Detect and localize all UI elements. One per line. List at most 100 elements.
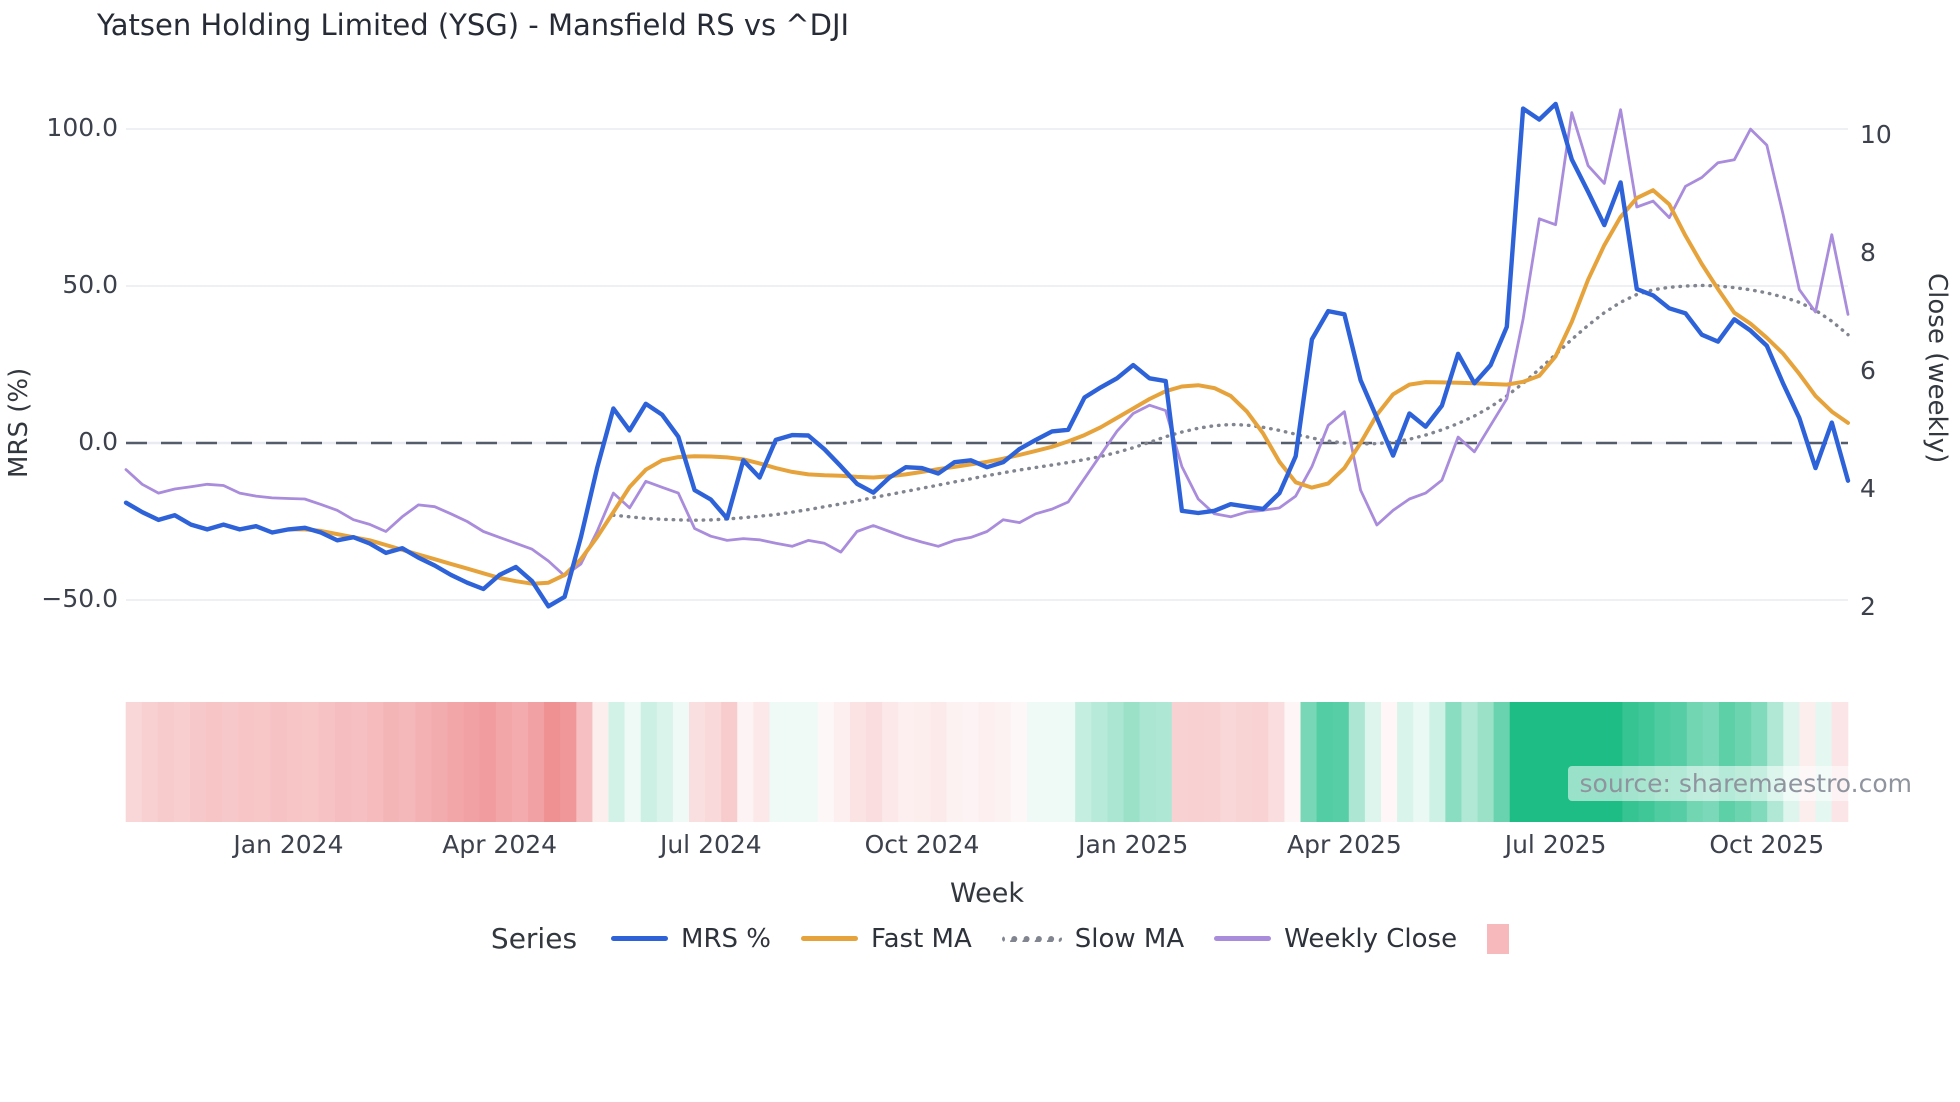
heatmap-cell xyxy=(1638,702,1656,822)
chart-title: Yatsen Holding Limited (YSG) - Mansfield… xyxy=(97,8,850,42)
heatmap-cell xyxy=(479,702,497,822)
heatmap-cell xyxy=(1043,702,1060,822)
heatmap-cell xyxy=(511,702,529,822)
heatmap-cell xyxy=(173,702,191,822)
heatmap-cell xyxy=(222,702,239,822)
heatmap-cell xyxy=(1059,702,1076,822)
heatmap-cell xyxy=(1155,702,1173,822)
legend-item-label: Fast MA xyxy=(871,923,972,954)
heatmap-cell xyxy=(1670,702,1688,822)
x-tick-label: Oct 2024 xyxy=(864,830,980,859)
heatmap-cell xyxy=(882,702,899,822)
heatmap-cell xyxy=(1397,702,1414,822)
heatmap-cell xyxy=(1445,702,1463,822)
legend-item-weekly-close: Weekly Close xyxy=(1214,924,1457,954)
heatmap-cell xyxy=(1702,702,1720,822)
heatmap-cell xyxy=(1203,702,1221,822)
heatmap-cell xyxy=(463,702,481,822)
source-note: source: sharemaestro.com xyxy=(1567,766,1924,801)
legend-line-icon xyxy=(611,936,669,941)
heatmap-cell xyxy=(1139,702,1157,822)
series-line-slow-ma xyxy=(611,283,1850,522)
y-right-tick-label: 4 xyxy=(1860,474,1876,504)
heatmap-cell xyxy=(849,702,867,822)
heatmap-cell xyxy=(1525,702,1543,822)
heatmap-cell xyxy=(914,702,931,822)
x-tick-label: Jan 2024 xyxy=(233,830,344,859)
heatmap-cell xyxy=(399,702,416,822)
heatmap-cell xyxy=(528,702,545,822)
heatmap-cell xyxy=(238,702,256,822)
heatmap-cell xyxy=(1429,702,1446,822)
y-left-tick-label: 100.0 xyxy=(46,113,118,142)
heatmap-cell xyxy=(1107,702,1125,822)
heatmap-cell xyxy=(640,702,658,822)
heatmap-cell xyxy=(125,702,143,822)
left-axis-title: MRS (%) xyxy=(4,367,34,478)
heatmap-cell xyxy=(1380,702,1398,822)
heatmap-cell xyxy=(254,702,272,822)
heatmap-cell xyxy=(1316,702,1334,822)
heatmap-cell xyxy=(1831,702,1849,822)
heatmap-cell xyxy=(1075,702,1092,822)
heatmap-cell xyxy=(544,702,561,822)
legend-item-label: MRS % xyxy=(681,923,772,954)
heatmap-cell xyxy=(1171,702,1189,822)
x-tick-label: Jul 2024 xyxy=(659,830,762,859)
series-line-mrs- xyxy=(123,101,1851,609)
legend-item-slow-ma: Slow MA xyxy=(1001,923,1185,954)
x-axis-title: Week xyxy=(950,878,1024,909)
heatmap-cell xyxy=(190,702,207,822)
heatmap-cell xyxy=(1622,702,1640,822)
heatmap-cell xyxy=(1461,702,1479,822)
heatmap-cell xyxy=(624,702,642,822)
heatmap-cell xyxy=(1590,702,1607,822)
heatmap-cell xyxy=(785,702,803,822)
x-tick-label: Oct 2025 xyxy=(1709,830,1825,859)
heatmap-cell xyxy=(1654,702,1672,822)
heatmap-cell xyxy=(1252,702,1269,822)
heatmap-cell xyxy=(318,702,336,822)
heatmap-cell xyxy=(865,702,883,822)
heatmap-cell xyxy=(962,702,980,822)
heatmap-cell xyxy=(1735,702,1752,822)
heatmap-cell xyxy=(1767,702,1784,822)
heatmap-cell xyxy=(495,702,513,822)
x-tick-label: Apr 2025 xyxy=(1286,830,1402,859)
heatmap-cell xyxy=(1783,702,1801,822)
heatmap-cell xyxy=(270,702,288,822)
heatmap-cell xyxy=(1332,702,1350,822)
heatmap-cell xyxy=(1348,702,1366,822)
heatmap-cell xyxy=(1606,702,1623,822)
heatmap-cell xyxy=(157,702,175,822)
heatmap-cell xyxy=(286,702,304,822)
heatmap-cell xyxy=(383,702,400,822)
heatmap-cell xyxy=(206,702,223,822)
legend-heatmap-swatch-icon xyxy=(1487,923,1510,954)
heatmap-cell xyxy=(801,702,819,822)
heatmap-cell xyxy=(1364,702,1382,822)
heatmap-cell xyxy=(1010,702,1028,822)
x-tick-label: Jul 2025 xyxy=(1504,830,1607,859)
heatmap-cell xyxy=(1413,702,1430,822)
heatmap-cell xyxy=(1236,702,1253,822)
heatmap-cell xyxy=(1574,702,1591,822)
heatmap-cell xyxy=(1799,702,1817,822)
heatmap-cell xyxy=(560,702,577,822)
heatmap-cell xyxy=(946,702,964,822)
heatmap-cell xyxy=(415,702,433,822)
y-right-tick-label: 8 xyxy=(1860,238,1876,268)
legend-item-fast-ma: Fast MA xyxy=(801,924,972,954)
heatmap-cell xyxy=(1284,702,1302,822)
heatmap-cell xyxy=(753,702,771,822)
x-tick-label: Apr 2024 xyxy=(442,830,558,859)
legend-item-label: Slow MA xyxy=(1074,923,1185,954)
heatmap-cell xyxy=(1815,702,1833,822)
heatmap-cell xyxy=(1123,702,1141,822)
x-tick-label: Jan 2025 xyxy=(1078,830,1189,859)
legend-line-icon xyxy=(801,936,859,941)
heatmap-cell xyxy=(1187,702,1205,822)
heatmap-cell xyxy=(141,702,159,822)
heatmap-cell xyxy=(930,702,948,822)
y-right-tick-label: 10 xyxy=(1860,120,1892,150)
